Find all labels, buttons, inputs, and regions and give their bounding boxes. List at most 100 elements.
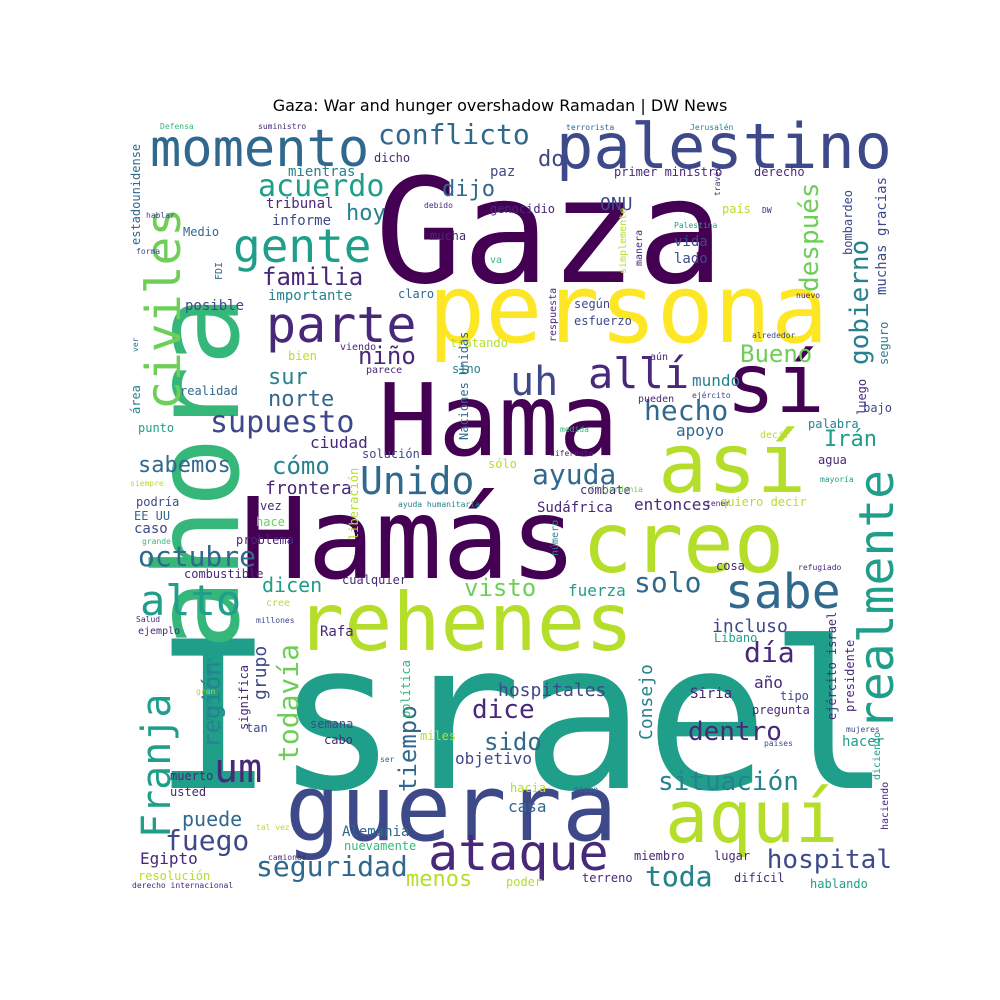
word-familia: familia: [262, 263, 363, 291]
word-diferente: diferente: [550, 449, 594, 458]
word-pregunta: pregunta: [752, 703, 810, 717]
word-ser: ser: [380, 755, 395, 764]
word-siempre: siempre: [130, 479, 164, 488]
word-viendo: viendo: [340, 342, 376, 353]
word-apoyo: apoyo: [676, 421, 724, 440]
word-nuevo: nuevo: [796, 291, 820, 300]
word-menos: menos: [406, 867, 472, 892]
word-tiempo: tiempo: [394, 705, 422, 792]
word-palabra: palabra: [808, 417, 859, 431]
word-dw: DW: [762, 206, 772, 215]
word-dijo: dijo: [442, 177, 495, 202]
word-solo-2: sólo: [488, 457, 517, 471]
word-nuevamente: nuevamente: [344, 839, 416, 853]
word-derecho: derecho: [754, 165, 805, 179]
word-tribunal: tribunal: [266, 196, 333, 212]
word-mucha: mucha: [430, 229, 466, 243]
word-bien: bien: [288, 349, 317, 363]
word-punto: punto: [138, 421, 174, 435]
word-gran: gran: [196, 687, 215, 696]
word-miles: miles: [420, 729, 456, 743]
word-vez: vez: [260, 499, 282, 513]
word-cree: cree: [266, 598, 290, 609]
word-combate: combate: [580, 483, 631, 497]
word-cosa: cosa: [716, 559, 745, 573]
word-resolucion: resolución: [138, 869, 210, 883]
word-ver: ver: [131, 337, 140, 352]
word-alrededor: alrededor: [752, 331, 796, 340]
word-cisjordania: Cisjordania: [590, 485, 643, 494]
word-palestina: Palestina: [674, 221, 718, 230]
word-primer-ministro: primer ministro: [614, 165, 722, 179]
word-dicho: dicho: [374, 151, 410, 165]
word-objetivo: objetivo: [455, 749, 532, 768]
word-ejercito: ejército: [692, 390, 731, 400]
word-hacer: hacer: [842, 734, 884, 750]
word-sino: sino: [452, 362, 481, 376]
word-dice: dice: [472, 695, 535, 725]
word-parece: parece: [366, 365, 402, 376]
word-como: cómo: [272, 452, 330, 480]
word-semana: semana: [310, 717, 353, 731]
word-solucion: solución: [362, 447, 420, 461]
word-va: va: [490, 255, 502, 266]
word-franja: Franja: [134, 694, 180, 839]
word-tan: tan: [246, 721, 268, 735]
word-ee-uu: EE UU: [134, 509, 170, 523]
word-toda: toda: [645, 860, 712, 893]
word-gobierno: gobierno: [845, 240, 875, 365]
word-simplemente: simplemente: [618, 208, 629, 274]
word-libano: Líbano: [714, 631, 757, 645]
word-camiones: camiones: [268, 853, 307, 862]
word-egipto: Egipto: [140, 849, 198, 868]
word-medida: medida: [560, 425, 589, 434]
word-realmente: realmente: [849, 470, 905, 730]
word-medio-oriente: Medio Oriente: [205, 657, 214, 720]
word-paz: paz: [490, 164, 515, 180]
word-genocidio: genocidio: [490, 202, 555, 216]
word-siria: Siria: [690, 686, 732, 702]
word-hospital: hospital: [767, 845, 892, 875]
word-puede: puede: [182, 807, 242, 831]
word-agua: agua: [818, 453, 847, 467]
word-cabo: cabo: [324, 733, 353, 747]
word-aun: aún: [650, 351, 668, 363]
word-nino: niño: [358, 342, 416, 370]
word-ano: año: [754, 673, 783, 692]
word-debido: debido: [424, 201, 453, 210]
word-palestino: palestino: [556, 110, 892, 183]
word-usted: usted: [170, 785, 206, 799]
word-dia: día: [744, 636, 795, 669]
word-fuerza: fuerza: [568, 581, 626, 600]
word-norte: norte: [268, 387, 334, 412]
word-situacion: situación: [658, 767, 799, 797]
word-iran: Irán: [824, 427, 877, 452]
word-hablando: hablando: [810, 877, 868, 891]
word-ataque: ataque: [428, 824, 609, 882]
word-hacia: hacia: [510, 781, 546, 795]
word-informe: informe: [272, 213, 331, 229]
word-toda-2: toda: [645, 860, 712, 893]
word-fdi: FDI: [214, 262, 225, 280]
word-paises: países: [764, 739, 793, 748]
word-region: región: [198, 661, 226, 748]
word-alemania: Alemania: [342, 824, 409, 840]
word-naciones-unidas: Naciones Unidas: [457, 332, 471, 440]
word-momento: momento: [150, 119, 369, 179]
word-posible: posible: [185, 298, 244, 314]
chart-title: Gaza: War and hunger overshadow Ramadan …: [272, 96, 728, 115]
word-defensa: Defensa: [160, 122, 194, 131]
word-terreno: terreno: [582, 871, 633, 885]
word-muerto: muerto: [170, 769, 213, 783]
word-mismo: mismo: [574, 785, 598, 794]
word-sur: sur: [268, 365, 308, 390]
word-acuerdo: acuerdo: [258, 169, 384, 204]
word-millones: millones: [256, 616, 295, 625]
word-israel: Israel: [151, 599, 892, 837]
word-hecho: hecho: [644, 394, 728, 427]
word-manera: manera: [634, 230, 645, 266]
word-refugiado: refugiado: [798, 563, 842, 572]
word-ayuda: ayuda: [532, 458, 616, 491]
word-incluso: incluso: [712, 616, 788, 637]
